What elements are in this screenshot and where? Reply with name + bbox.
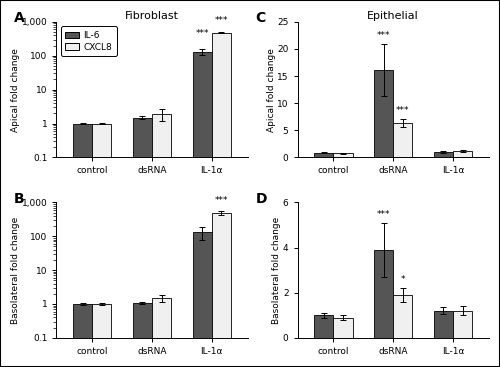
Text: ***: *** bbox=[396, 106, 409, 115]
Y-axis label: Basolateral fold change: Basolateral fold change bbox=[272, 217, 281, 324]
Bar bbox=[453, 151, 472, 157]
Bar bbox=[212, 33, 231, 367]
Bar bbox=[92, 124, 112, 367]
Text: D: D bbox=[256, 192, 267, 206]
Bar bbox=[374, 250, 393, 338]
Bar bbox=[314, 153, 334, 157]
Bar bbox=[73, 124, 92, 367]
Bar bbox=[152, 114, 171, 367]
Bar bbox=[434, 152, 453, 157]
Text: B: B bbox=[14, 192, 25, 206]
Text: *: * bbox=[400, 275, 405, 284]
Bar bbox=[92, 304, 112, 367]
Bar bbox=[453, 311, 472, 338]
Text: C: C bbox=[256, 11, 266, 25]
Bar bbox=[73, 304, 92, 367]
Bar bbox=[192, 52, 212, 367]
Bar bbox=[314, 315, 334, 338]
Text: ***: *** bbox=[196, 29, 209, 38]
Bar bbox=[374, 70, 393, 157]
Y-axis label: Apical fold change: Apical fold change bbox=[266, 48, 276, 132]
Text: ***: *** bbox=[214, 16, 228, 25]
Bar bbox=[434, 311, 453, 338]
Y-axis label: Basolateral fold change: Basolateral fold change bbox=[11, 217, 20, 324]
Y-axis label: Apical fold change: Apical fold change bbox=[11, 48, 20, 132]
Bar bbox=[334, 153, 352, 157]
Title: Fibroblast: Fibroblast bbox=[125, 11, 179, 21]
Text: ***: *** bbox=[214, 196, 228, 204]
Bar bbox=[334, 317, 352, 338]
Bar bbox=[393, 295, 412, 338]
Text: A: A bbox=[14, 11, 25, 25]
Bar bbox=[212, 213, 231, 367]
Legend: IL-6, CXCL8: IL-6, CXCL8 bbox=[61, 26, 116, 56]
Bar bbox=[393, 123, 412, 157]
Bar bbox=[192, 232, 212, 367]
Text: ***: *** bbox=[377, 30, 390, 40]
Bar bbox=[133, 117, 152, 367]
Bar bbox=[152, 298, 171, 367]
Text: ***: *** bbox=[377, 210, 390, 219]
Title: Epithelial: Epithelial bbox=[368, 11, 419, 21]
Bar bbox=[133, 303, 152, 367]
